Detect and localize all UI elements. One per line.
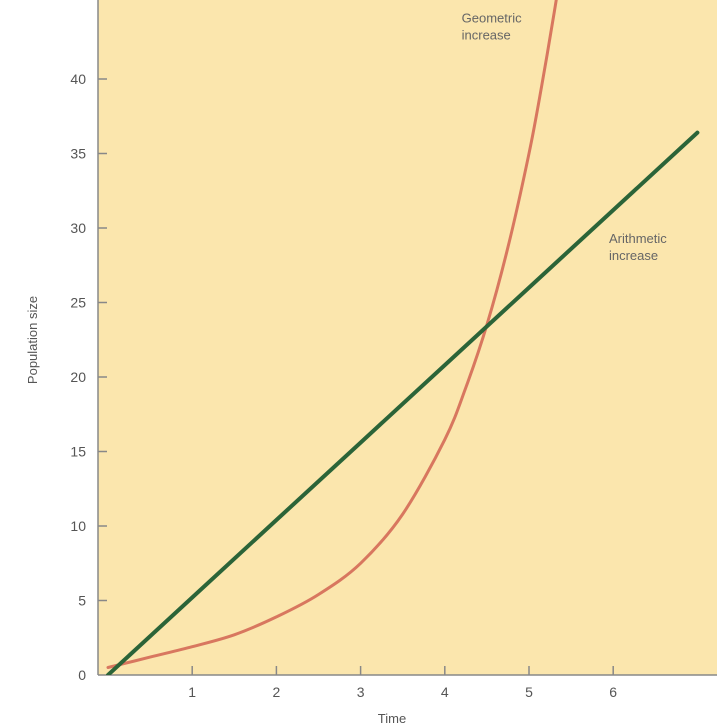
y-tick-label: 10 — [70, 518, 86, 534]
x-tick-label: 4 — [441, 684, 449, 700]
x-tick-label: 2 — [273, 684, 281, 700]
annotation-layer: Geometric increase Arithmetic increase — [462, 10, 668, 263]
y-axis-title: Population size — [25, 296, 40, 384]
y-tick-label: 35 — [70, 146, 86, 162]
y-tick-label: 20 — [70, 369, 86, 385]
y-ticks: 0 5 10 15 20 25 30 35 40 — [70, 71, 107, 683]
y-tick-label: 5 — [78, 593, 86, 609]
y-tick-label: 25 — [70, 295, 86, 311]
geometric-annotation-line: increase — [462, 27, 511, 42]
series-layer — [106, 0, 700, 675]
x-tick-label: 1 — [188, 684, 196, 700]
geometric-annotation: Geometric increase — [462, 10, 522, 42]
x-axis-title: Time — [378, 711, 406, 726]
y-tick-label: 40 — [70, 71, 86, 87]
x-ticks: 1 2 3 4 5 6 — [188, 666, 617, 700]
arithmetic-increase-line — [106, 130, 700, 675]
y-tick-label: 15 — [70, 444, 86, 460]
arithmetic-annotation: Arithmetic increase — [609, 231, 667, 263]
x-tick-label: 3 — [357, 684, 365, 700]
arithmetic-annotation-line: Arithmetic — [609, 231, 667, 246]
x-tick-label: 6 — [609, 684, 617, 700]
y-tick-label: 0 — [78, 667, 86, 683]
geometric-annotation-line: Geometric — [462, 10, 522, 25]
arithmetic-annotation-line: increase — [609, 248, 658, 263]
plot-background — [98, 0, 717, 675]
y-tick-label: 30 — [70, 220, 86, 236]
geometric-increase-line — [106, 0, 558, 669]
x-tick-label: 5 — [525, 684, 533, 700]
